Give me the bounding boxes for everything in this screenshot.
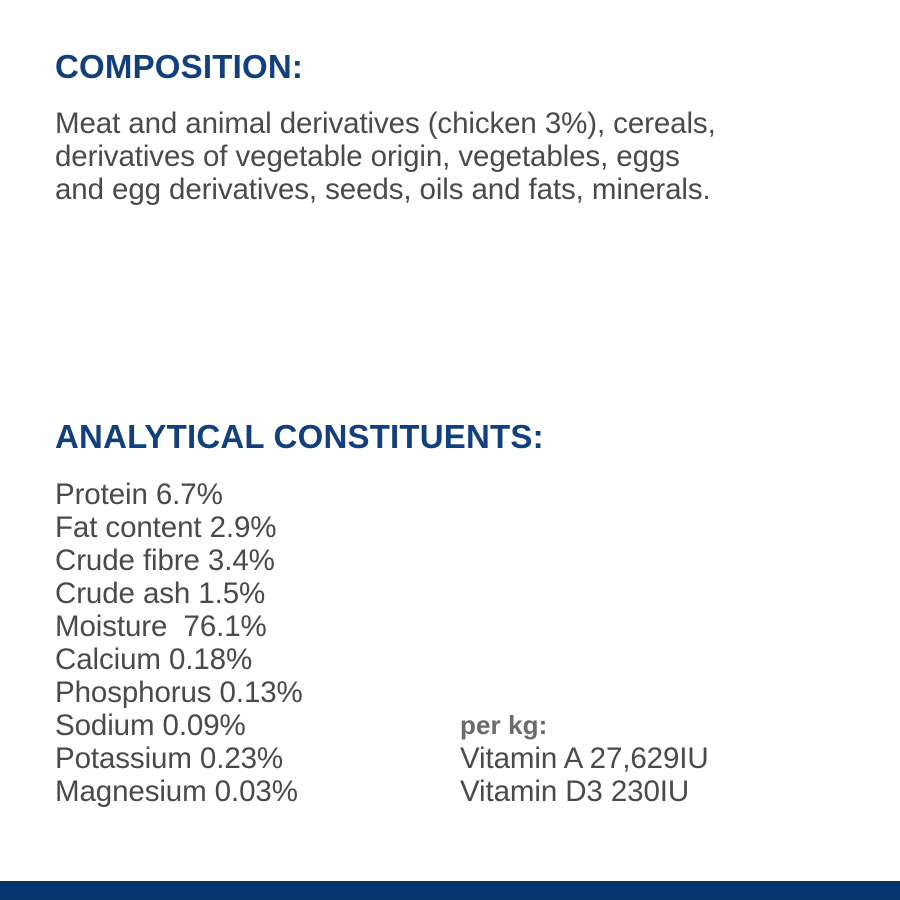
constituent-row: Protein 6.7% (55, 478, 223, 511)
vitamin-row: Vitamin D3 230IU (460, 775, 690, 808)
constituent-row: Potassium 0.23% (55, 742, 284, 775)
constituent-row: Phosphorus 0.13% (55, 676, 303, 709)
analytical-constituents-body: Protein 6.7% Fat content 2.9% Crude fibr… (0, 478, 900, 818)
composition-heading: COMPOSITION: (55, 48, 304, 85)
constituent-row: Sodium 0.09% (55, 709, 246, 742)
per-kg-label: per kg: (460, 710, 548, 740)
composition-text: Meat and animal derivatives (chicken 3%)… (55, 107, 716, 206)
constituent-row: Crude fibre 3.4% (55, 544, 275, 577)
constituent-row: Magnesium 0.03% (55, 775, 298, 808)
constituents-left-column: Protein 6.7% Fat content 2.9% Crude fibr… (55, 478, 445, 808)
constituent-row: Calcium 0.18% (55, 643, 253, 676)
analytical-constituents-heading: ANALYTICAL CONSTITUENTS: (55, 418, 544, 455)
constituent-row: Fat content 2.9% (55, 511, 277, 544)
bottom-brand-bar (0, 881, 900, 900)
constituents-right-column: per kg: Vitamin A 27,629IU Vitamin D3 23… (460, 709, 860, 808)
constituent-row: Crude ash 1.5% (55, 577, 266, 610)
constituent-row: Moisture 76.1% (55, 610, 267, 643)
vitamin-row: Vitamin A 27,629IU (460, 742, 709, 775)
